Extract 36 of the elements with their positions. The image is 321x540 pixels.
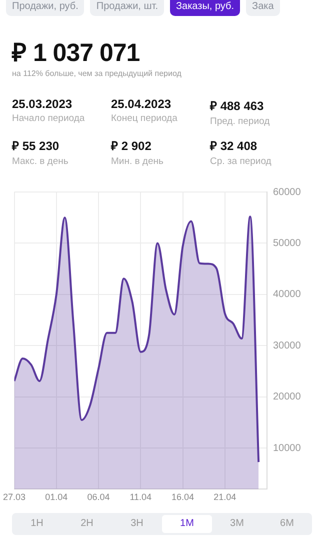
y-tick-label: 40000 — [273, 289, 302, 300]
text: 3Н — [130, 517, 144, 531]
text: 3М — [229, 517, 245, 531]
text: ₽ 488 463 — [210, 98, 265, 114]
y-tick-label: 30000 — [273, 340, 302, 352]
text: Пред. период — [210, 116, 271, 127]
x-tick-label: 01.04 — [45, 492, 68, 502]
y-tick-label: 20000 — [273, 392, 302, 403]
text: Конец периода — [111, 113, 178, 124]
text: 25.03.2023 — [12, 97, 74, 111]
text: Заказы, руб. — [170, 0, 240, 16]
text: Зака — [246, 0, 280, 16]
text: 1Н — [30, 517, 44, 531]
x-tick-label: 16.04 — [171, 492, 194, 502]
text: Продажи, шт. — [90, 0, 164, 16]
text: Начало периода — [12, 113, 86, 124]
text: ₽ 2 902 — [111, 138, 152, 154]
text: 1М — [162, 515, 212, 533]
text: Ср. за период — [210, 156, 272, 167]
chart-title: ₽ 1 037 071 — [12, 38, 140, 68]
text: ₽ 32 408 — [210, 138, 258, 154]
text: Мин. в день — [111, 156, 164, 167]
x-tick-label: 11.04 — [130, 492, 152, 502]
x-tick-label: 21.04 — [214, 492, 236, 502]
y-tick-label: 10000 — [273, 442, 302, 454]
text: 2Н — [80, 517, 94, 531]
chart-subtitle: на 112% больше, чем за предыдущий период — [12, 69, 182, 78]
text: 25.04.2023 — [111, 97, 172, 111]
x-tick-label: 06.04 — [87, 492, 110, 502]
y-tick-label: 60000 — [273, 186, 302, 198]
y-tick-label: 50000 — [273, 238, 302, 249]
text: ₽ 55 230 — [12, 138, 60, 154]
text: Продажи, руб. — [6, 0, 84, 16]
text: 6М — [279, 517, 295, 531]
text: Макс. в день — [12, 156, 70, 167]
x-tick-label: 27.03 — [2, 492, 26, 502]
